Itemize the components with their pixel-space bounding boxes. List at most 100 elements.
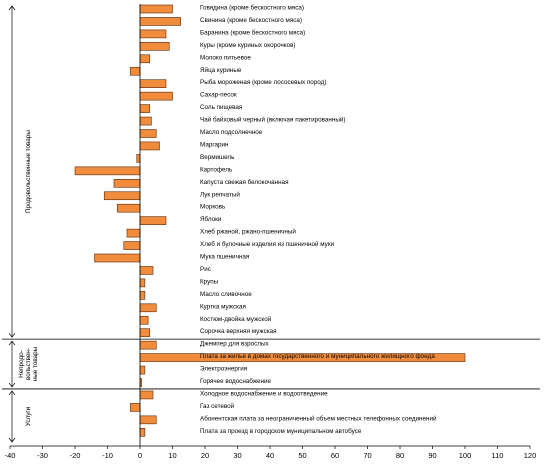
bar	[103, 191, 141, 201]
category-label: Маргарин	[200, 141, 229, 148]
x-tick-label: 60	[331, 451, 339, 460]
category-groups: Продовольственные товары Непродо-вольстве…	[2, 5, 540, 443]
bar	[139, 29, 167, 39]
bar	[139, 54, 151, 64]
bar	[139, 91, 173, 101]
category-label: Лук репчатый	[200, 190, 240, 198]
bar	[139, 291, 146, 300]
x-tick-label: 90	[428, 451, 436, 460]
x-tick-label: -10	[102, 451, 113, 460]
bar	[139, 427, 146, 437]
category-label: Молоко питьевое	[200, 54, 251, 61]
x-tick-label: 80	[396, 451, 404, 460]
bar	[123, 241, 141, 250]
category-label: Хлеб и булочные изделия из пшеничной мук…	[200, 240, 335, 248]
category-label: Соль пищевая	[200, 104, 242, 111]
bars	[74, 4, 466, 437]
group-arrow-bottom	[8, 332, 16, 338]
x-tick-label: 20	[201, 451, 209, 460]
bar	[139, 415, 157, 425]
x-tick-label: 120	[524, 451, 537, 460]
category-label: Рыба мороженая (кроме лососевых пород)	[200, 78, 326, 86]
category-label: Джемпер для взрослых	[200, 341, 269, 348]
category-label: Горячее водоснабжение	[200, 377, 272, 385]
category-label: Сахар-песок	[200, 92, 237, 99]
category-label: Газ сетевой	[200, 402, 235, 410]
group-label: Услуги	[25, 406, 32, 426]
category-label: Говядина (кроме бескостного мяса)	[200, 4, 304, 12]
category-label: Плата за жилье в домах государственного …	[200, 353, 435, 360]
category-label: Масло сливочное	[200, 291, 252, 298]
x-tick-label: 30	[233, 451, 241, 460]
bar	[139, 315, 149, 325]
group-arrow-top	[8, 340, 16, 346]
category-label: Костюм-двойка мужской	[200, 315, 272, 323]
bar	[129, 403, 141, 412]
bar	[139, 42, 170, 51]
category-label: Плата за проезд в городском муниципально…	[200, 427, 362, 435]
x-tick-label: -40	[5, 451, 16, 460]
x-tick-label: 10	[168, 451, 176, 460]
category-label: Электроэнергия	[200, 366, 247, 373]
category-label: Яблоки	[200, 215, 222, 223]
category-label: Масло подсолнечное	[200, 129, 263, 136]
bar	[136, 154, 141, 163]
bar	[126, 228, 141, 238]
group-arrow-top	[8, 390, 16, 396]
category-label: Хлеб ржаной, ржано-пшеничный	[200, 228, 296, 236]
x-tick-label: 40	[266, 451, 274, 460]
x-tick-label: 50	[298, 451, 306, 460]
category-label: Чай байховый черный (включая пакетирован…	[200, 116, 346, 124]
bar	[116, 203, 141, 213]
category-label: Крупы	[200, 278, 219, 285]
category-label: Куры (кроме куриных окорочков)	[200, 42, 296, 49]
x-tick-label: 0	[138, 451, 142, 460]
x-tick-label: -20	[70, 451, 81, 460]
bar	[113, 179, 141, 188]
bar	[139, 17, 181, 26]
bar	[139, 116, 152, 126]
bar	[94, 253, 141, 263]
category-label: Морковь	[200, 204, 226, 211]
bar	[139, 129, 157, 138]
x-tick-label: -30	[37, 451, 48, 460]
category-label: Капуста свежая белокочанная	[200, 178, 289, 186]
x-tick-label: 100	[459, 451, 472, 460]
bar	[139, 340, 157, 350]
bar	[139, 328, 151, 338]
category-label: Свинина (кроме бескостного мяса)	[200, 16, 302, 24]
category-label: Абонентская плата за неограниченный объе…	[200, 414, 437, 422]
bar	[129, 66, 141, 76]
bar	[139, 141, 160, 151]
group-label: Продовольственные товары	[25, 130, 32, 213]
x-tick-label: 110	[492, 451, 504, 460]
bar	[139, 278, 146, 288]
group-label: Непродо-	[18, 350, 25, 378]
bar	[139, 104, 151, 113]
group-arrow-top	[8, 5, 16, 11]
category-label: Картофель	[200, 166, 233, 173]
bar	[74, 166, 141, 176]
category-label: Холодное водоснабжение и водоотведение	[200, 389, 328, 397]
category-label: Яйца куриные	[200, 66, 242, 74]
category-labels: Говядина (кроме бескостного мяса) Свинина…	[200, 4, 437, 435]
x-axis: -40 -30 -20 -10 0 10 20 30 40 50 60 70 80 90 100 110 120	[5, 4, 537, 460]
group-arrow-bottom	[8, 382, 16, 388]
category-label: Баранина (кроме бескостного мяса)	[200, 28, 305, 36]
bar	[139, 365, 146, 375]
category-label: Сорочка верхняя мужская	[200, 328, 277, 335]
bar	[139, 390, 154, 400]
category-label: Вермишель	[200, 154, 235, 161]
category-label: Мука пшеничная	[200, 254, 249, 261]
group-label: ные товары	[32, 346, 39, 381]
bar	[139, 4, 173, 14]
bar	[139, 303, 157, 313]
category-label: Куртка мужская	[200, 303, 246, 310]
group-arrow-bottom	[8, 437, 16, 443]
bar	[139, 79, 167, 88]
category-label: Рис	[200, 266, 211, 273]
group-label: вольствен-	[25, 348, 32, 380]
bar	[139, 266, 154, 275]
x-tick-label: 70	[363, 451, 371, 460]
